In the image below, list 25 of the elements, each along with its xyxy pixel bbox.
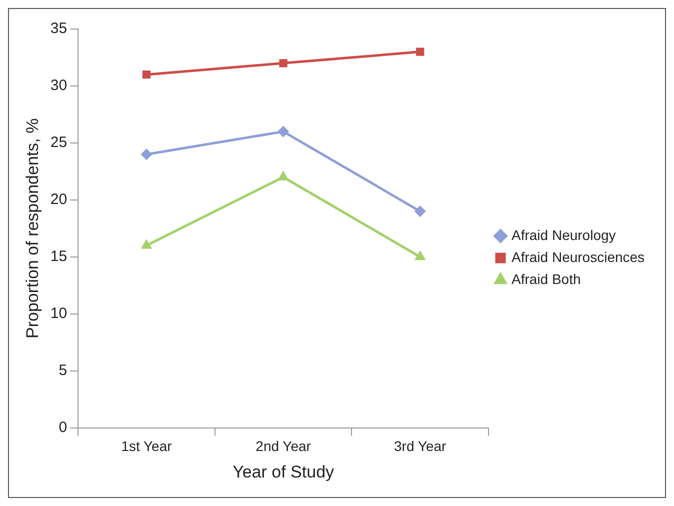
point: [278, 172, 288, 180]
point: [141, 149, 152, 160]
point: [279, 59, 288, 68]
y-tick-label: 25: [50, 134, 68, 152]
y-tick-label: 15: [50, 248, 68, 266]
y-axis-title: Proportion of respondents, %: [22, 118, 42, 338]
x-tick-label: 2nd Year: [256, 438, 312, 454]
point: [142, 240, 152, 249]
point: [142, 70, 151, 79]
legend-label: Afraid Both: [512, 270, 581, 287]
y-tick-label: 20: [50, 191, 68, 208]
point: [414, 206, 426, 217]
y-tick-label: 35: [50, 20, 68, 38]
point: [416, 48, 424, 56]
point: [415, 252, 425, 260]
legend-label: Afraid Neurosciences: [512, 248, 645, 265]
legend-label: Afraid Neurology: [512, 226, 616, 243]
y-tick-label: 5: [58, 362, 68, 379]
y-tick-label: 10: [50, 305, 68, 322]
x-axis-title: Year of Study: [232, 462, 335, 482]
point: [278, 126, 289, 137]
x-tick-label: 1st Year: [121, 438, 172, 454]
y-tick-label: 30: [50, 77, 68, 94]
y-tick-label: 0: [58, 418, 68, 436]
x-tick-label: 3rd Year: [394, 438, 447, 454]
